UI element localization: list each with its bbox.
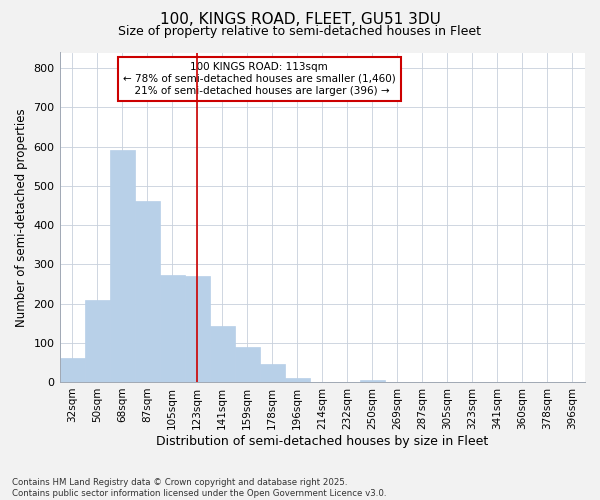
Bar [59, 358, 85, 382]
Text: Size of property relative to semi-detached houses in Fleet: Size of property relative to semi-detach… [119, 25, 482, 38]
Bar [360, 380, 385, 382]
Bar [209, 326, 235, 382]
Bar [260, 364, 285, 382]
Bar [134, 201, 160, 382]
X-axis label: Distribution of semi-detached houses by size in Fleet: Distribution of semi-detached houses by … [156, 434, 488, 448]
Bar [110, 150, 134, 382]
Bar [235, 346, 260, 382]
Bar [185, 276, 209, 382]
Text: Contains HM Land Registry data © Crown copyright and database right 2025.
Contai: Contains HM Land Registry data © Crown c… [12, 478, 386, 498]
Y-axis label: Number of semi-detached properties: Number of semi-detached properties [15, 108, 28, 326]
Bar [85, 300, 110, 382]
Text: 100 KINGS ROAD: 113sqm
← 78% of semi-detached houses are smaller (1,460)
  21% o: 100 KINGS ROAD: 113sqm ← 78% of semi-det… [123, 62, 395, 96]
Text: 100, KINGS ROAD, FLEET, GU51 3DU: 100, KINGS ROAD, FLEET, GU51 3DU [160, 12, 440, 28]
Bar [160, 276, 185, 382]
Bar [285, 378, 310, 382]
